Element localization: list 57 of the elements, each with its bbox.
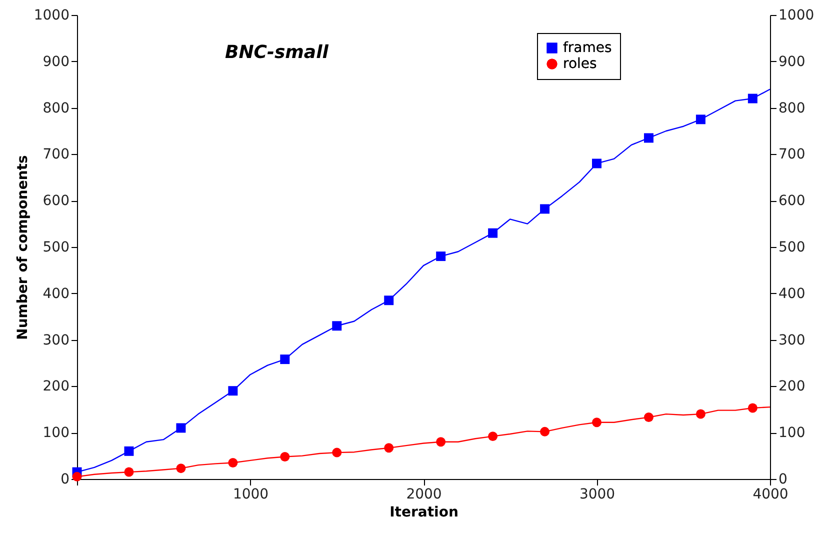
point: [748, 403, 758, 413]
legend-label: frames: [563, 40, 612, 56]
y2-tick-label: 700: [778, 146, 806, 163]
point: [384, 443, 394, 453]
point: [124, 446, 134, 456]
point: [228, 386, 238, 396]
point: [124, 467, 134, 477]
point: [228, 458, 238, 468]
point: [748, 94, 758, 104]
y-tick-label: 700: [42, 146, 70, 163]
point: [436, 252, 446, 262]
point: [592, 158, 602, 168]
y2-tick-label: 800: [778, 100, 806, 116]
y2-tick-label: 0: [778, 472, 788, 488]
y-tick-label: 100: [42, 425, 70, 442]
y2-tick-label: 400: [778, 286, 806, 302]
y-tick-label: 900: [42, 54, 70, 70]
point: [644, 133, 654, 143]
y2-tick-label: 500: [778, 240, 806, 256]
text: BNC-small: [225, 42, 330, 63]
point: [696, 409, 706, 419]
y-tick-label: 0: [60, 472, 70, 488]
y-tick-label: 1000: [34, 8, 70, 24]
y2-tick-label: 1000: [778, 8, 814, 24]
y2-tick-label: 100: [778, 425, 806, 442]
y-tick-label: 200: [42, 378, 70, 395]
x-axis-title: Iteration: [390, 504, 458, 520]
point: [280, 452, 290, 462]
point: [488, 228, 498, 238]
point: [332, 321, 342, 331]
y-tick-label: 400: [42, 286, 70, 302]
y-tick-label: 300: [42, 332, 70, 348]
y2-tick-label: 600: [778, 193, 806, 210]
point: [540, 204, 550, 214]
point: [332, 448, 342, 458]
y-tick-label: 600: [42, 193, 70, 210]
y2-tick-label: 300: [778, 332, 806, 348]
y-tick-label: 500: [42, 240, 70, 256]
y-tick-label: 800: [42, 100, 70, 116]
legend-label: roles: [563, 56, 597, 72]
point: [176, 423, 186, 433]
y-axis-title: Number of components: [14, 155, 31, 340]
point: [176, 464, 186, 474]
y2-tick-label: 200: [778, 378, 806, 395]
point: [540, 426, 550, 436]
point: [280, 354, 290, 364]
point: [488, 432, 498, 442]
point: [644, 412, 654, 422]
point: [436, 437, 446, 447]
x-tick-label: 1000: [232, 486, 269, 502]
x-tick-label: 2000: [406, 486, 442, 502]
y2-tick-label: 900: [778, 54, 806, 70]
point: [384, 296, 394, 306]
x-tick-label: 4000: [752, 486, 788, 502]
point: [696, 114, 706, 124]
x-tick-label: 3000: [579, 486, 616, 502]
point: [592, 418, 602, 428]
